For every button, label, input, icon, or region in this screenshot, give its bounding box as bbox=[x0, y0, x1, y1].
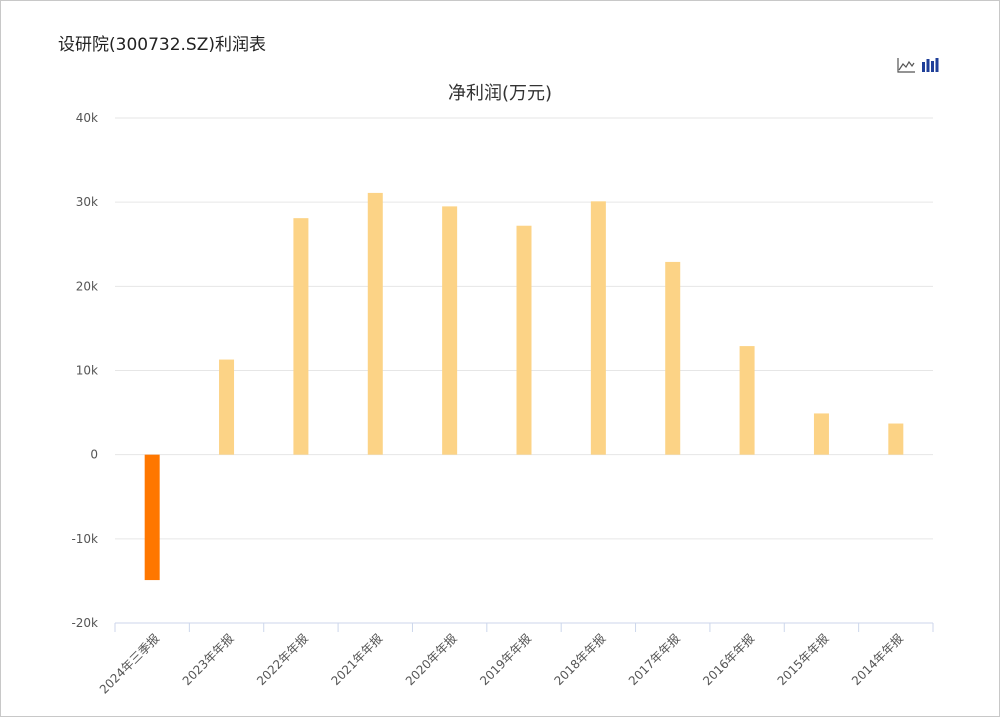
x-tick-label: 2019年年报 bbox=[476, 631, 534, 689]
bar-2[interactable] bbox=[219, 359, 235, 455]
x-tick-label: 2022年年报 bbox=[253, 631, 311, 689]
x-tick-label: 2016年年报 bbox=[700, 631, 758, 689]
bar-9[interactable] bbox=[739, 346, 755, 455]
y-tick-label: 10k bbox=[76, 364, 98, 378]
bar-4[interactable] bbox=[367, 192, 383, 455]
bar-chart-icon[interactable] bbox=[920, 56, 940, 74]
bar-5[interactable] bbox=[442, 206, 458, 455]
chart-title: 净利润(万元) bbox=[448, 83, 552, 104]
y-tick-label: 30k bbox=[76, 195, 98, 209]
y-tick-label: -10k bbox=[71, 532, 98, 546]
x-tick-label: 2015年年报 bbox=[774, 631, 832, 689]
y-axis-ticks: -20k -10k 0 10k 20k 30k 40k bbox=[71, 111, 98, 630]
x-tick-label: 2014年年报 bbox=[848, 631, 906, 689]
bar-11[interactable] bbox=[888, 423, 904, 455]
bar-8[interactable] bbox=[665, 261, 681, 455]
x-tick-label: 2020年年报 bbox=[402, 631, 460, 689]
bar-7[interactable] bbox=[590, 201, 606, 455]
x-tick-label: 2023年年报 bbox=[179, 631, 237, 689]
bar-3[interactable] bbox=[293, 218, 309, 455]
x-tick-label: 2017年年报 bbox=[625, 631, 683, 689]
bar-1[interactable] bbox=[144, 454, 160, 581]
line-chart-icon[interactable] bbox=[896, 56, 916, 74]
bars bbox=[144, 192, 904, 581]
x-tick-label: 2024年三季报 bbox=[96, 631, 162, 697]
x-tick-label: 2021年年报 bbox=[328, 631, 386, 689]
page-title: 设研院(300732.SZ)利润表 bbox=[58, 35, 267, 55]
bar-10[interactable] bbox=[813, 413, 829, 455]
x-axis: 2024年三季报 2023年年报 2022年年报 2021年年报 2020年年报 2019… bbox=[96, 622, 934, 697]
y-tick-label: 20k bbox=[76, 279, 98, 293]
y-tick-label: 40k bbox=[76, 111, 98, 125]
y-tick-label: -20k bbox=[71, 616, 98, 630]
bar-6[interactable] bbox=[516, 225, 532, 455]
x-tick-label: 2018年年报 bbox=[551, 631, 609, 689]
y-tick-label: 0 bbox=[90, 448, 98, 462]
